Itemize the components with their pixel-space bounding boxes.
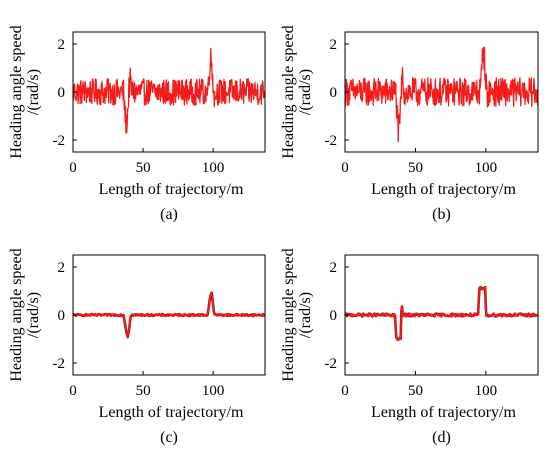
- panel-b-xlabel: Length of trajectory/m: [371, 181, 516, 198]
- panel-b-ytick-label: 0: [330, 85, 338, 101]
- panel-a-ylabel-line2: /(rad/s): [25, 69, 42, 115]
- panel-d-ytick-label: -2: [325, 356, 338, 372]
- panel-d-xtick-label: 50: [408, 383, 423, 399]
- panel-a-series: [72, 47, 266, 134]
- panel-b-label: (b): [432, 206, 451, 223]
- panel-c-xtick-label: 0: [69, 383, 77, 399]
- panel-c-xlabel: Length of trajectory/m: [99, 404, 244, 421]
- panel-c-series: [72, 291, 266, 339]
- panel-b-xtick-label: 0: [341, 160, 349, 176]
- panel-c-label: (c): [160, 429, 178, 446]
- panel-c-ytick-label: -2: [53, 356, 66, 372]
- panel-d-ytick-label: 2: [330, 260, 338, 276]
- panel-c-ylabel-line1: Heading angle speed: [8, 248, 25, 381]
- panel-a-label: (a): [160, 206, 178, 223]
- panel-d-ylabel-line2: /(rad/s): [297, 292, 314, 338]
- panel-a-ytick-label: 2: [58, 37, 66, 53]
- panel-d-label: (d): [432, 429, 451, 446]
- panel-a-ylabel-line1: Heading angle speed: [8, 25, 25, 158]
- panel-a-ytick-label: -2: [53, 133, 66, 149]
- panel-b-xtick-label: 100: [475, 160, 498, 176]
- panel-d-xtick-label: 0: [341, 383, 349, 399]
- panel-c-xtick-label: 50: [136, 383, 151, 399]
- panel-a-ytick-label: 0: [58, 85, 66, 101]
- panel-b-ylabel-line2: /(rad/s): [297, 69, 314, 115]
- panel-d-ylabel-line1: Heading angle speed: [280, 248, 297, 381]
- panel-b-xtick-label: 50: [408, 160, 423, 176]
- panel-c-ytick-label: 0: [58, 308, 66, 324]
- panel-d-ytick-label: 0: [330, 308, 338, 324]
- panel-d-xtick-label: 100: [475, 383, 498, 399]
- panel-a-xtick-label: 0: [69, 160, 77, 176]
- panel-d-series: [344, 285, 539, 342]
- panel-d-xlabel: Length of trajectory/m: [371, 404, 516, 421]
- panel-b-ytick-label: 2: [330, 37, 338, 53]
- panel-a-xtick-label: 50: [136, 160, 151, 176]
- panel-c-ylabel-line2: /(rad/s): [25, 292, 42, 338]
- panel-a-series-line: [72, 48, 266, 134]
- panel-c-ytick-label: 2: [58, 260, 66, 276]
- panel-a-xtick-label: 100: [202, 160, 225, 176]
- panel-c-series-line: [72, 292, 266, 338]
- panel-b-series: [344, 46, 539, 143]
- panel-c-xtick-label: 100: [202, 383, 225, 399]
- panel-b-series-line: [344, 46, 539, 143]
- panel-b-ytick-label: -2: [325, 133, 338, 149]
- panel-a-xlabel: Length of trajectory/m: [99, 181, 244, 198]
- panel-b-ylabel-line1: Heading angle speed: [280, 25, 297, 158]
- panel-d-series-line: [344, 286, 539, 341]
